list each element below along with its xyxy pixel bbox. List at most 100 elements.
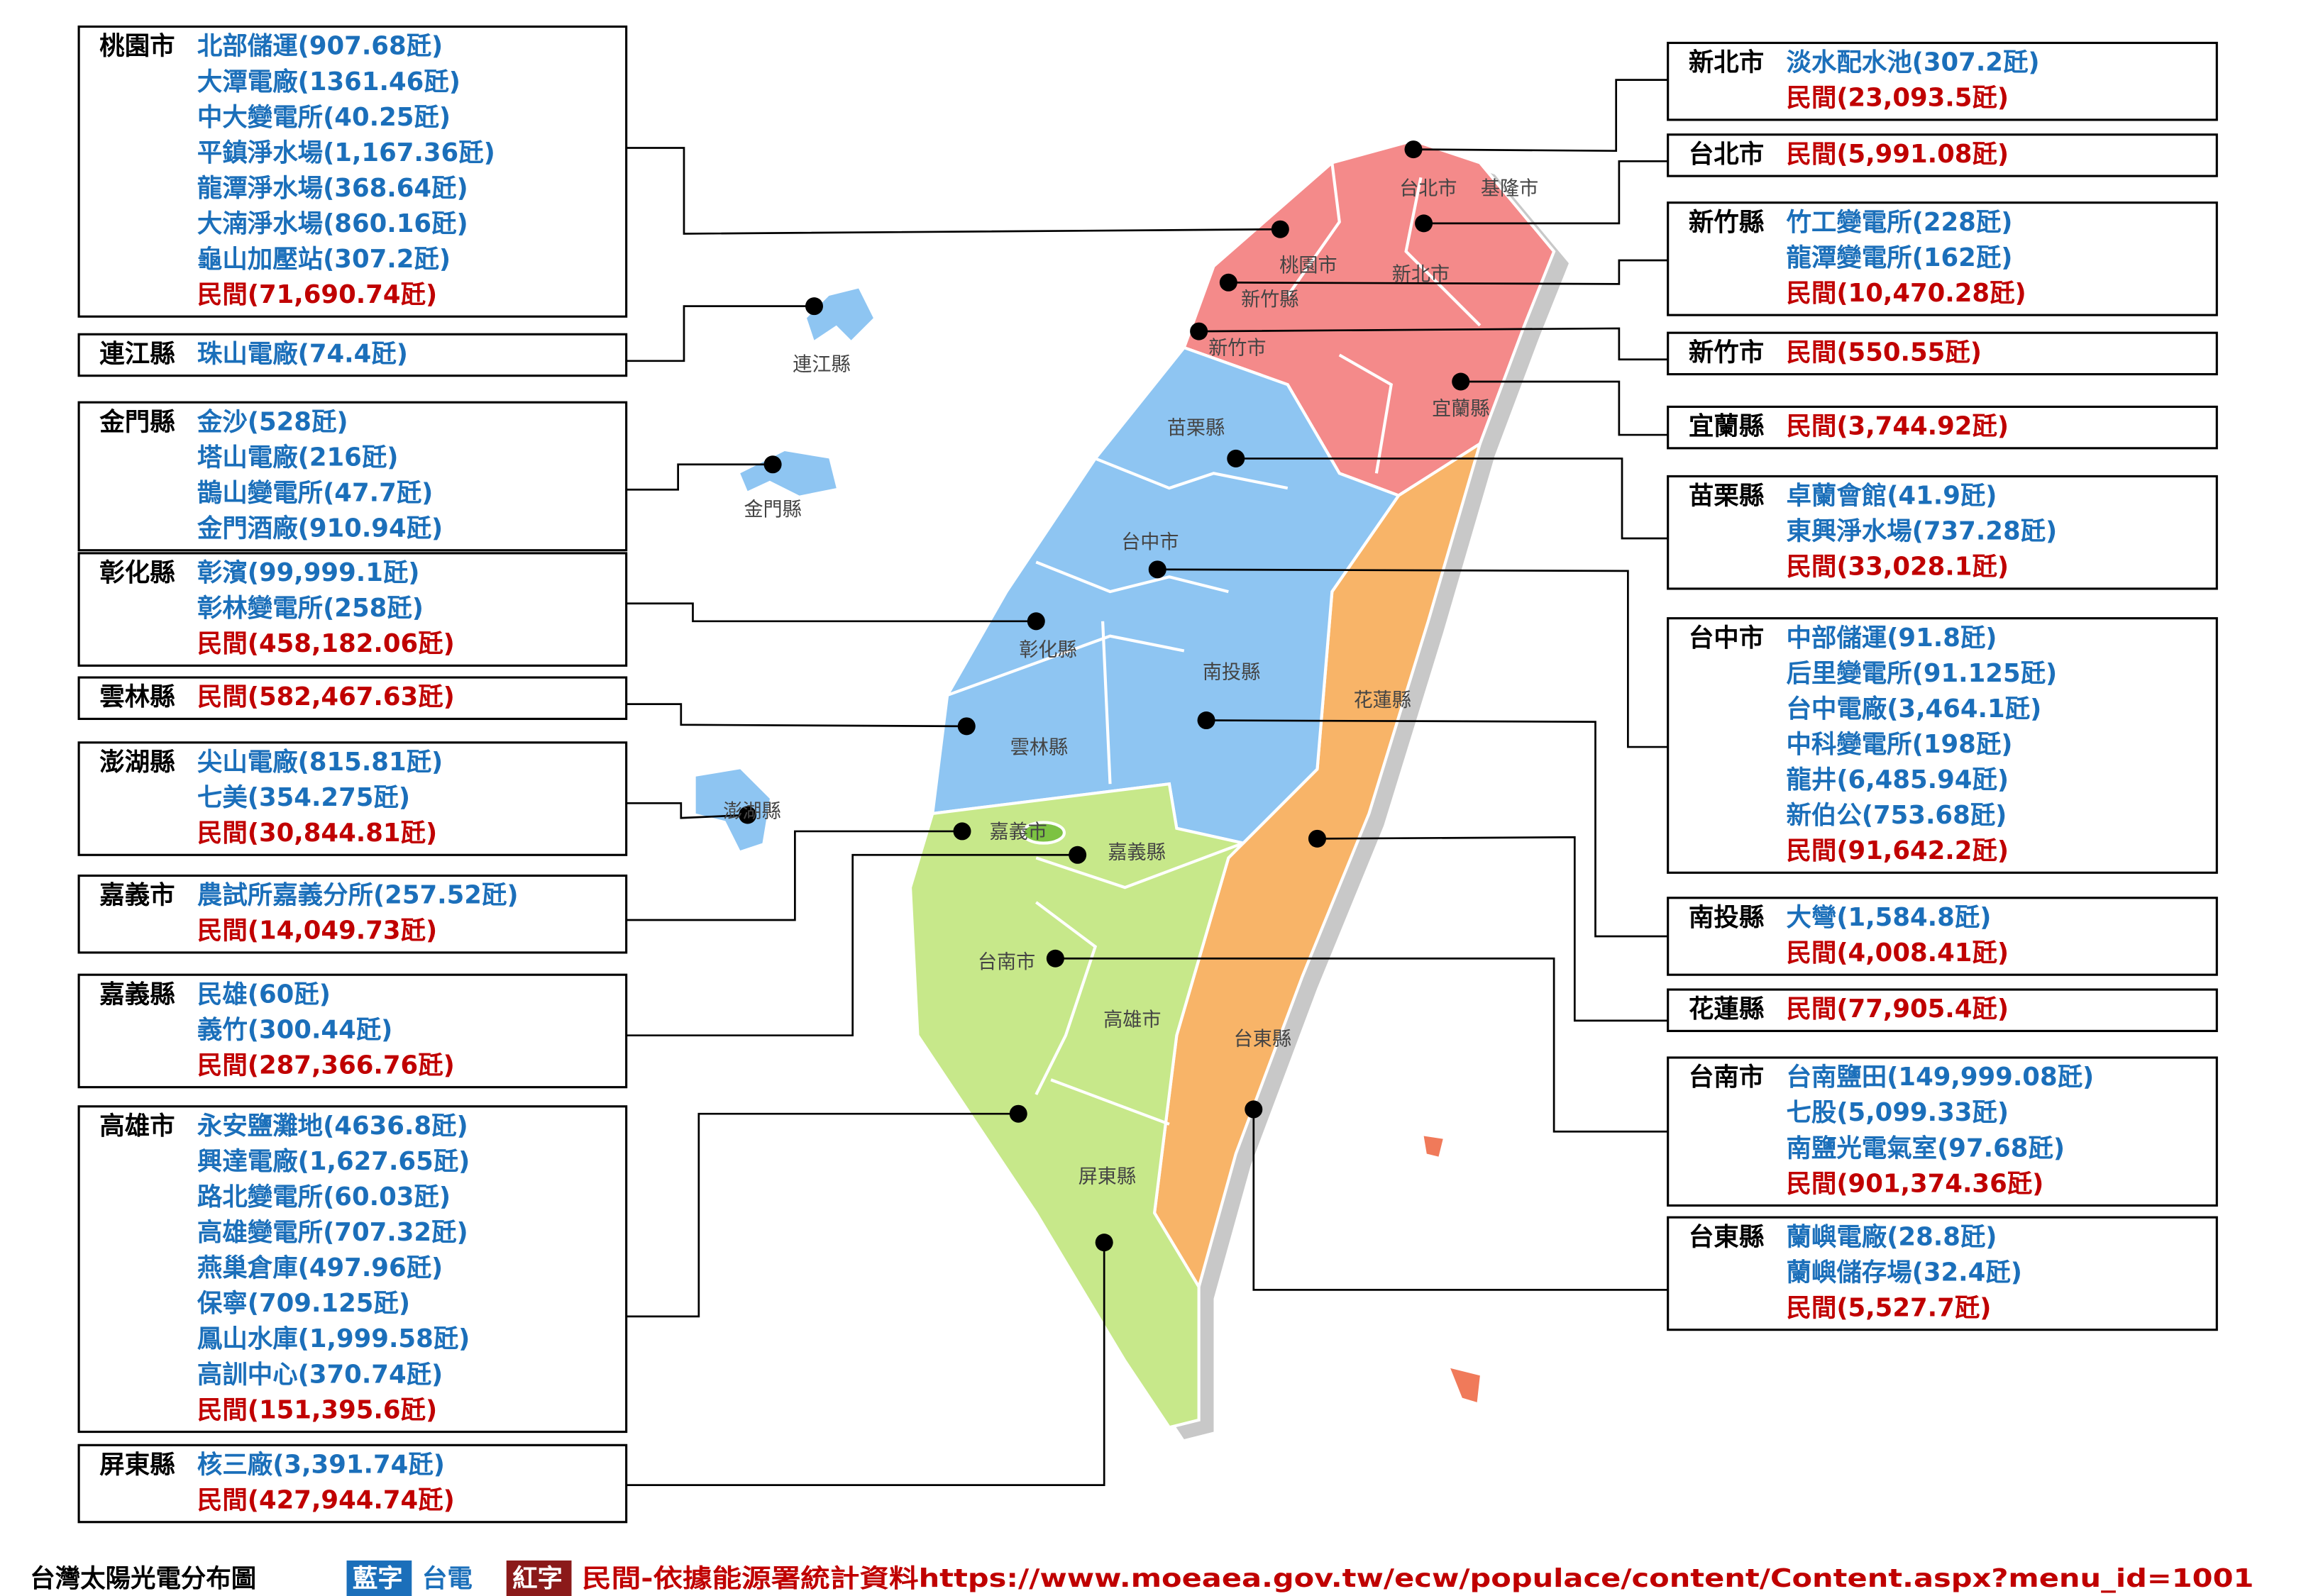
connector [1252,1109,1668,1291]
station-entry: 東興淨水場(737.28瓩) [1786,517,2057,546]
station-entry: 保寧(709.125瓩) [197,1289,410,1318]
connector [626,1242,1105,1486]
county-name: 連江縣 [99,339,175,368]
station-entry: 中科變電所(198瓩) [1786,730,2012,759]
station-entry: 農試所嘉義分所(257.52瓩) [197,881,519,910]
connector [1460,380,1668,436]
box-frame [77,741,628,856]
station-entry: 七美(354.275瓩) [197,783,410,812]
station-entry: 民間(30,844.81瓩) [197,819,437,848]
info-box: 屏東縣 核三廠(3,391.74瓩) 民間(427,944.74瓩) [77,1443,628,1524]
location-dot [953,822,971,841]
location-dot [1404,140,1423,159]
station-entry: 路北變電所(60.03瓩) [197,1182,451,1212]
station-entry: 新伯公(753.68瓩) [1786,801,2007,830]
station-entry: 民間(5,527.7瓩) [1786,1293,1991,1322]
map-label: 南投縣 [1203,661,1260,683]
map-label: 雲林縣 [1010,737,1068,759]
box-frame [77,973,628,1089]
station-entry: 民間(287,366.76瓩) [197,1051,455,1080]
box-frame [77,874,628,954]
private-tag-bg [506,1560,572,1596]
station-entry: 高訓中心(370.74瓩) [197,1360,443,1389]
station-entry: 高雄變電所(707.32瓩) [197,1218,468,1247]
info-box: 澎湖縣 尖山電廠(815.81瓩) 七美(354.275瓩) 民間(30,844.81… [77,741,628,856]
connector [626,802,748,819]
station-entry: 民間(91,642.2瓩) [1786,836,2009,865]
county-name: 花蓮縣 [1689,994,1765,1024]
county-name: 台北市 [1689,140,1764,169]
green-island [1423,1136,1443,1157]
county-name: 新竹市 [1689,338,1764,367]
legend-title: 台灣太陽光電分布圖 [30,1564,256,1593]
station-entry: 興達電廠(1,627.65瓩) [197,1147,470,1176]
location-dot [1046,949,1064,968]
map-label: 金門縣 [744,499,801,521]
info-box: 花蓮縣 民間(77,905.4瓩) [1667,988,2218,1032]
info-box: 新竹縣 竹工變電所(228瓩) 龍潭變電所(162瓩) 民間(10,470.28瓩) [1667,201,2218,316]
station-entry: 台中電廠(3,464.1瓩) [1786,694,2041,724]
info-box: 彰化縣 彰濱(99,999.1瓩) 彰林變電所(258瓩) 民間(458,182.06… [77,552,628,667]
station-entry: 民間(14,049.73瓩) [197,916,437,946]
box-frame [77,25,628,318]
box-frame [1667,988,2218,1032]
station-entry: 大彎(1,584.8瓩) [1786,903,1991,932]
box-frame [1667,617,2218,874]
station-entry: 民間(33,028.1瓩) [1786,553,2009,582]
station-entry: 民間(4,008.41瓩) [1786,938,2009,968]
box-frame [77,1105,628,1434]
utility-tag-bg [346,1560,412,1596]
location-dot [1227,449,1245,467]
map-label: 宜蘭縣 [1432,398,1489,420]
connector [626,703,967,728]
map-label: 屏東縣 [1078,1165,1136,1187]
box-frame [1667,1216,2218,1331]
station-entry: 民間(550.55瓩) [1786,338,1981,367]
kinmen-island [740,451,837,496]
station-entry: 南鹽光電氣室(97.68瓩) [1786,1134,2065,1163]
info-box: 高雄市 永安鹽灘地(4636.8瓩) 興達電廠(1,627.65瓩) 路北變電所(60… [77,1105,628,1434]
county-name: 嘉義縣 [99,980,175,1009]
private-label: 民間-依據能源署統計資料https://www.moeaea.gov.tw/ec… [582,1564,2253,1593]
station-entry: 彰林變電所(258瓩) [197,594,424,623]
county-name: 雲林縣 [99,682,175,711]
location-dot [1027,612,1045,631]
station-entry: 尖山電廠(815.81瓩) [197,748,443,777]
box-frame [77,676,628,721]
connector [1317,836,1668,1022]
station-entry: 民間(458,182.06瓩) [197,629,455,658]
map-label: 澎湖縣 [723,800,780,822]
county-name: 苗栗縣 [1689,482,1765,511]
south-region [908,782,1247,1429]
connector [1423,160,1668,225]
location-dot [1148,560,1166,579]
info-box: 台東縣 蘭嶼電廠(28.8瓩) 蘭嶼儲存場(32.4瓩) 民間(5,527.7瓩) [1667,1216,2218,1331]
county-name: 南投縣 [1689,903,1765,932]
info-box: 連江縣 珠山電廠(74.4瓩) [77,333,628,377]
map-label: 連江縣 [793,354,850,376]
connector [626,1112,1019,1318]
station-entry: 蘭嶼儲存場(32.4瓩) [1786,1258,2021,1287]
station-entry: 中部儲運(91.8瓩) [1786,624,1997,653]
map-label: 苗栗縣 [1167,417,1225,439]
info-box: 南投縣 大彎(1,584.8瓩) 民間(4,008.41瓩) [1667,897,2218,976]
station-entry: 平鎮淨水場(1,167.36瓩) [197,138,495,167]
county-name: 彰化縣 [99,558,175,587]
connector [1206,719,1668,938]
location-dot [1452,372,1470,391]
box-frame [77,333,628,377]
info-box: 苗栗縣 卓蘭會館(41.9瓩) 東興淨水場(737.28瓩) 民間(33,028.1瓩… [1667,475,2218,590]
location-dot [1190,322,1208,340]
location-dot [805,297,823,316]
station-entry: 民間(901,374.36瓩) [1786,1169,2043,1198]
station-entry: 鳳山水庫(1,999.58瓩) [197,1324,470,1353]
connector [1198,327,1668,361]
box-frame [77,1443,628,1524]
map-label: 高雄市 [1103,1009,1161,1031]
box-frame [77,401,628,552]
station-entry: 義竹(300.44瓩) [197,1015,392,1044]
box-frame [1667,133,2218,177]
location-dot [1308,829,1326,848]
box-frame [1667,897,2218,976]
